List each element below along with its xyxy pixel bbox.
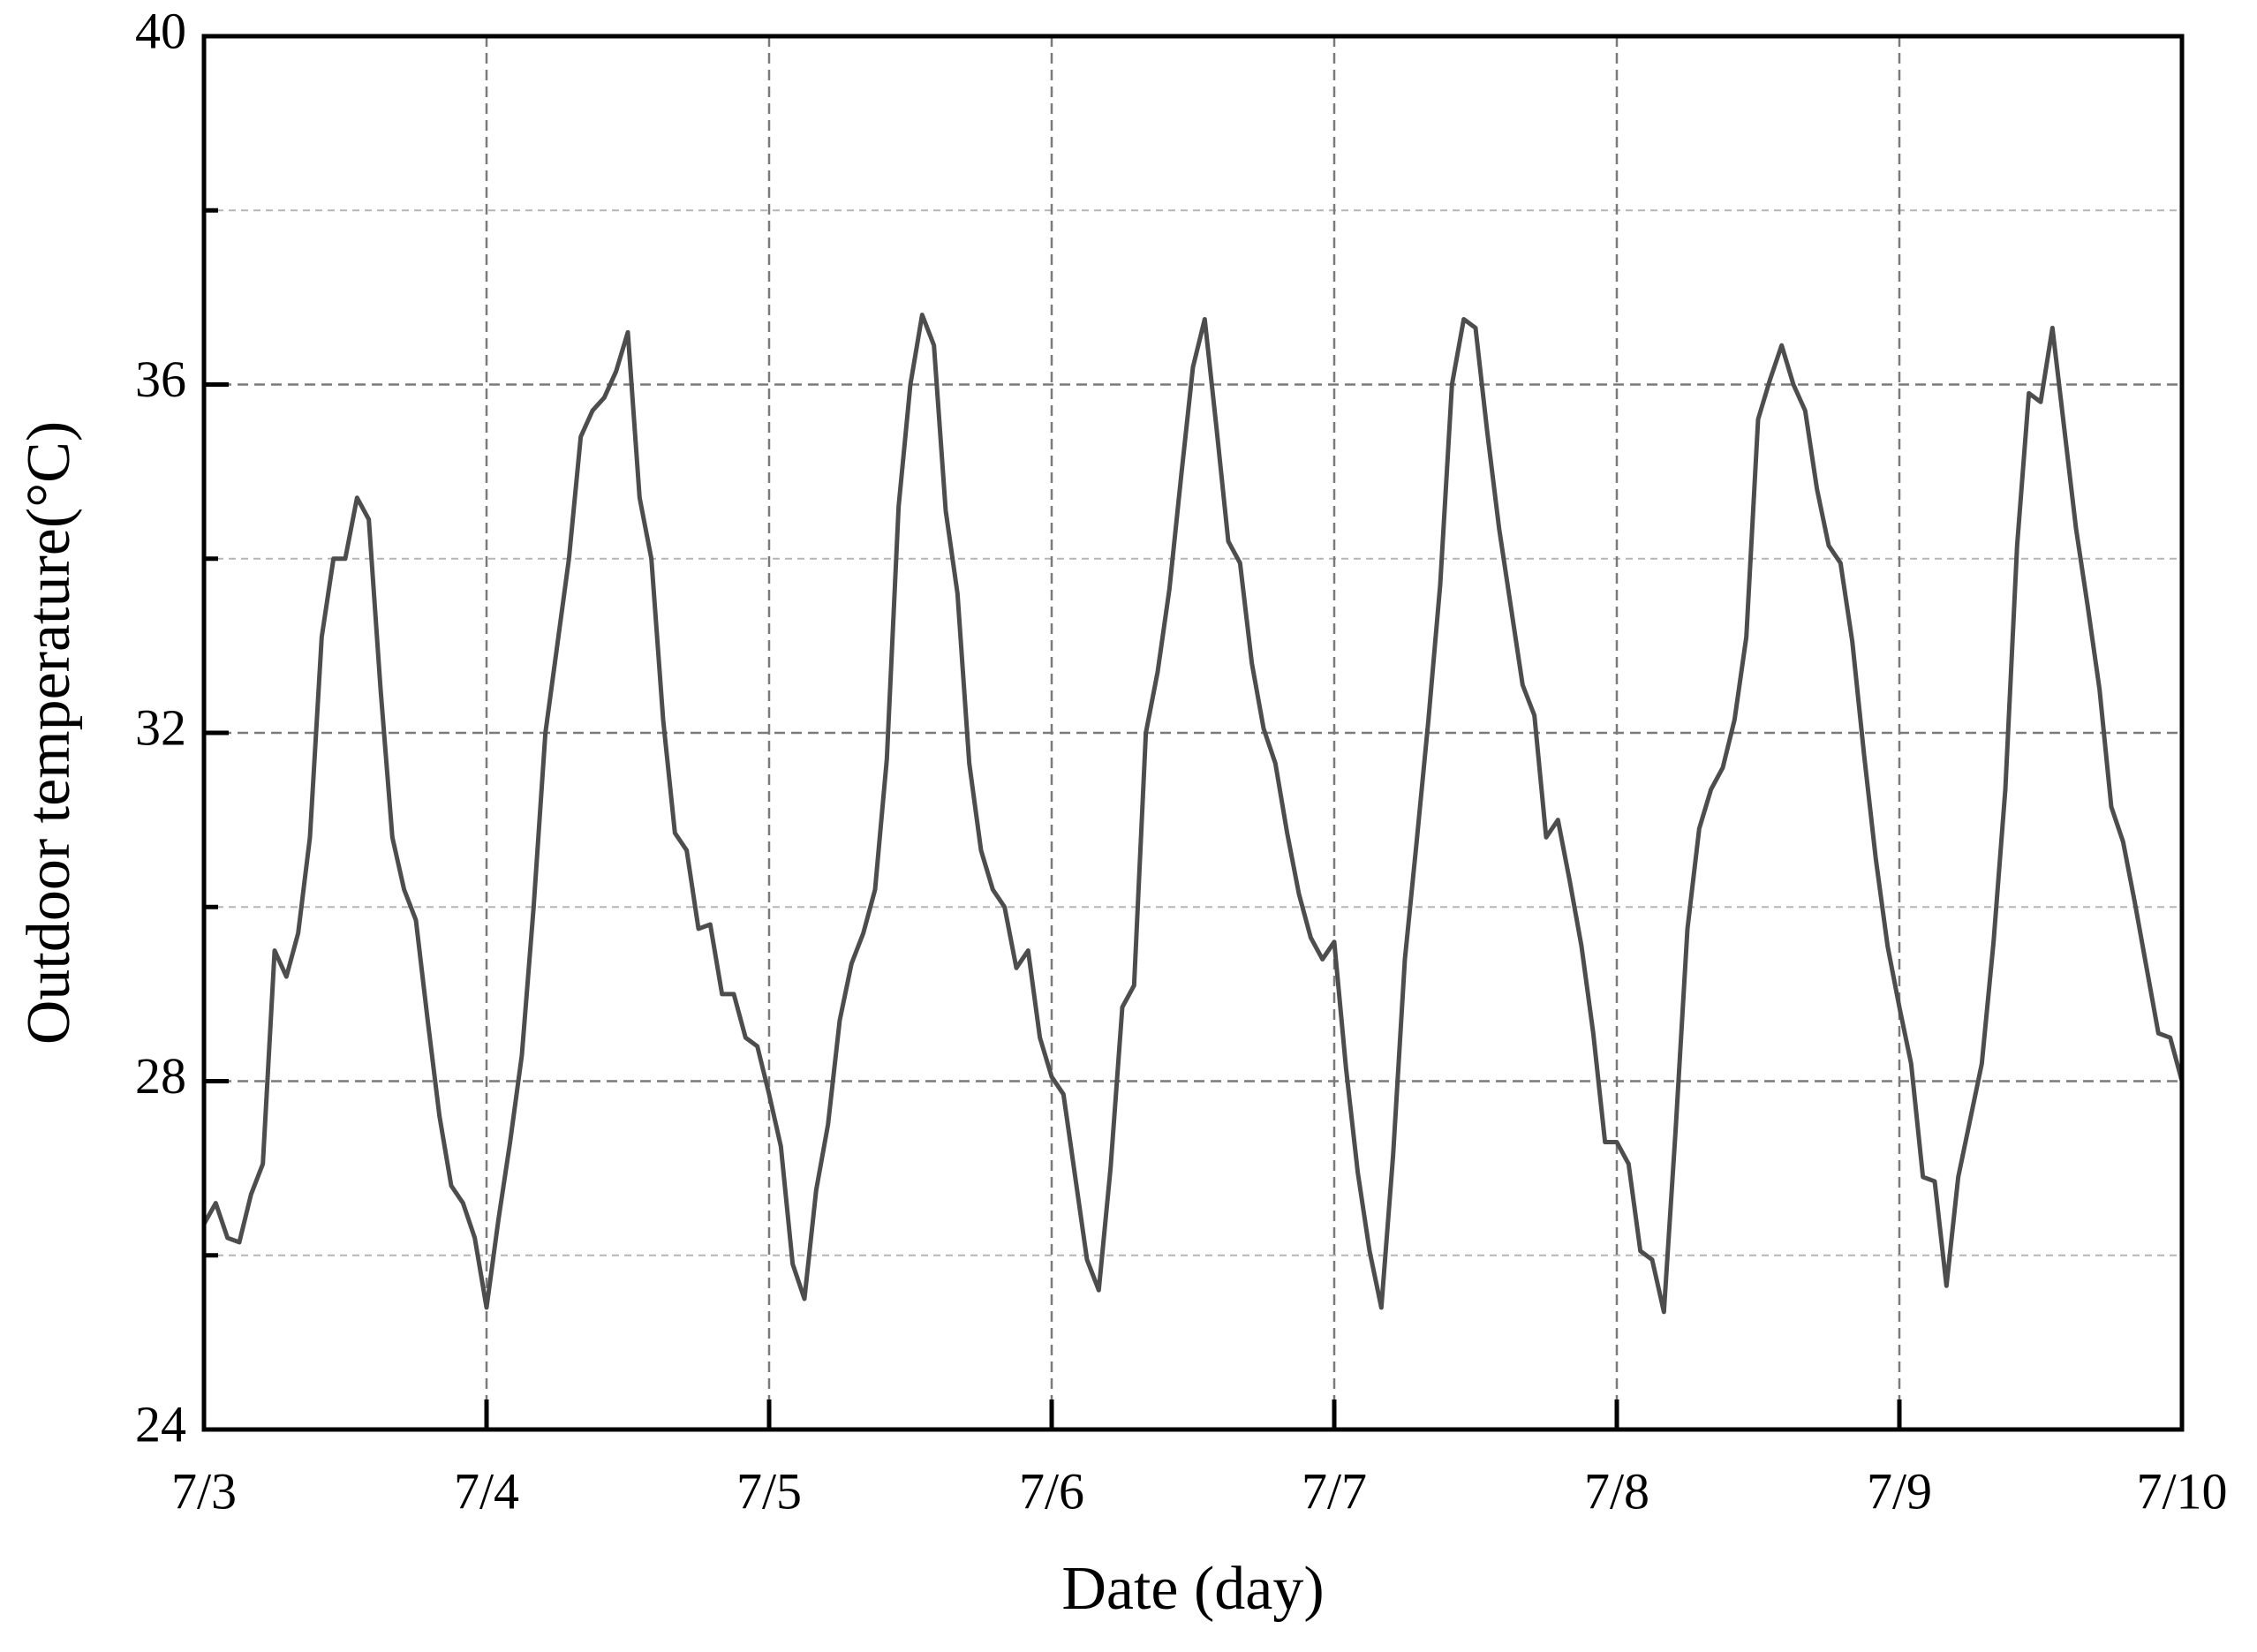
y-tick-label: 36: [135, 351, 186, 408]
x-tick-label: 7/7: [1302, 1462, 1367, 1520]
y-tick-label: 28: [135, 1047, 186, 1105]
x-tick-label: 7/9: [1867, 1462, 1932, 1520]
x-tick-label: 7/10: [2136, 1462, 2227, 1520]
x-axis-label: Date (day): [1061, 1555, 1324, 1623]
x-tick-label: 7/3: [171, 1462, 237, 1520]
temperature-line: [201, 313, 2185, 1315]
y-tick-label: 32: [135, 698, 186, 756]
x-tick-label: 7/6: [1019, 1462, 1084, 1520]
x-tick-label: 7/8: [1584, 1462, 1649, 1520]
x-tick-label: 7/4: [454, 1462, 519, 1520]
y-tick-label: 24: [135, 1395, 186, 1452]
plot-frame: [201, 34, 2185, 1432]
x-tick-label: 7/5: [736, 1462, 802, 1520]
y-axis-label: Outdoor temperature(°C): [15, 421, 83, 1045]
y-tick-label: 40: [135, 2, 186, 59]
